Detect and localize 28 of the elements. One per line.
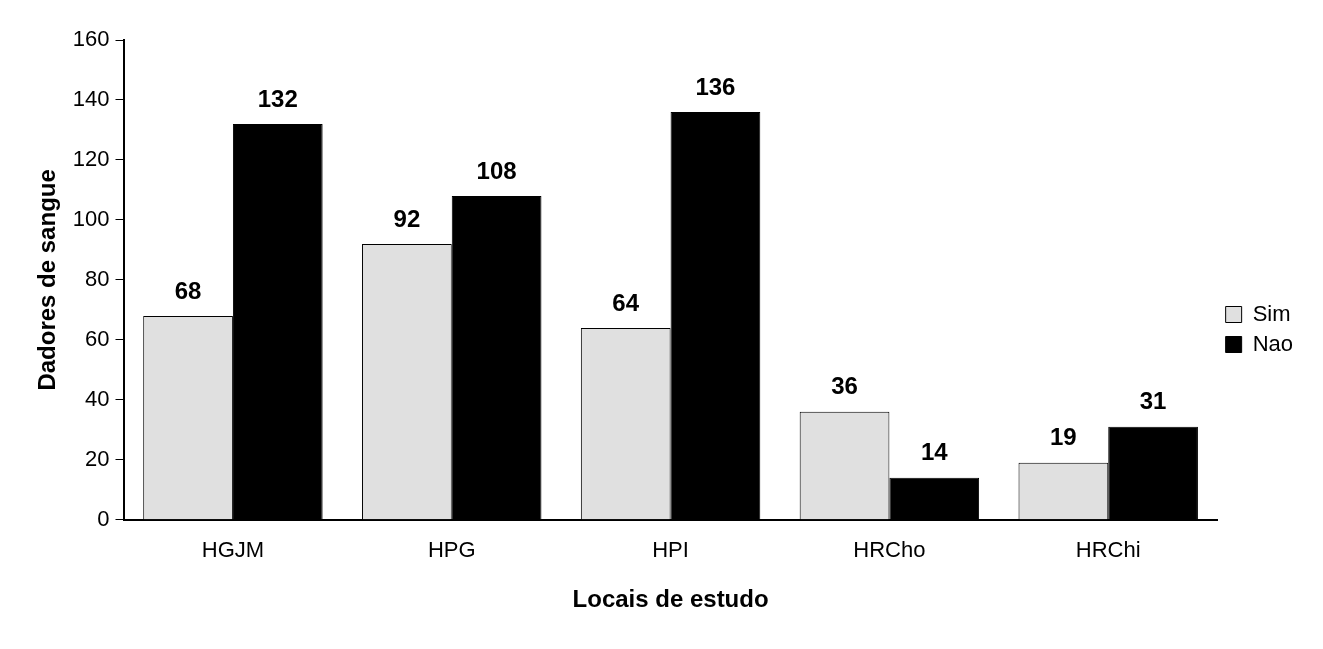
x-tick-label: HPI bbox=[652, 537, 689, 563]
data-label: 92 bbox=[393, 204, 421, 232]
y-tick-label: 160 bbox=[72, 26, 110, 52]
data-label: 136 bbox=[695, 72, 736, 100]
data-label: 31 bbox=[1139, 387, 1167, 415]
y-tick-label: 60 bbox=[85, 325, 110, 351]
y-tick-label: 0 bbox=[97, 505, 110, 531]
y-tick-label: 40 bbox=[85, 385, 110, 411]
x-tick-label: HPG bbox=[427, 537, 476, 563]
y-tick-label: 20 bbox=[85, 445, 110, 471]
x-tick-label: HGJM bbox=[201, 537, 265, 563]
x-tick-label: HRCho bbox=[853, 537, 926, 563]
y-tick-label: 80 bbox=[85, 265, 110, 291]
x-axis-title: Locais de estudo bbox=[572, 585, 769, 613]
data-label: 19 bbox=[1050, 423, 1077, 451]
y-tick-label: 140 bbox=[72, 86, 110, 112]
x-tick-label: HRChi bbox=[1075, 537, 1141, 563]
legend-label: Sim bbox=[1252, 300, 1291, 326]
data-label: 64 bbox=[612, 288, 640, 316]
data-label: 132 bbox=[257, 84, 298, 112]
y-tick-label: 100 bbox=[72, 205, 110, 231]
legend-label: Nao bbox=[1252, 330, 1293, 356]
data-label: 36 bbox=[831, 372, 858, 400]
y-tick-label: 120 bbox=[72, 146, 110, 172]
data-label: 14 bbox=[920, 438, 949, 466]
data-label: 108 bbox=[476, 156, 517, 184]
data-label: 68 bbox=[174, 276, 202, 304]
y-axis-title: Dadores de sangue bbox=[33, 169, 61, 391]
